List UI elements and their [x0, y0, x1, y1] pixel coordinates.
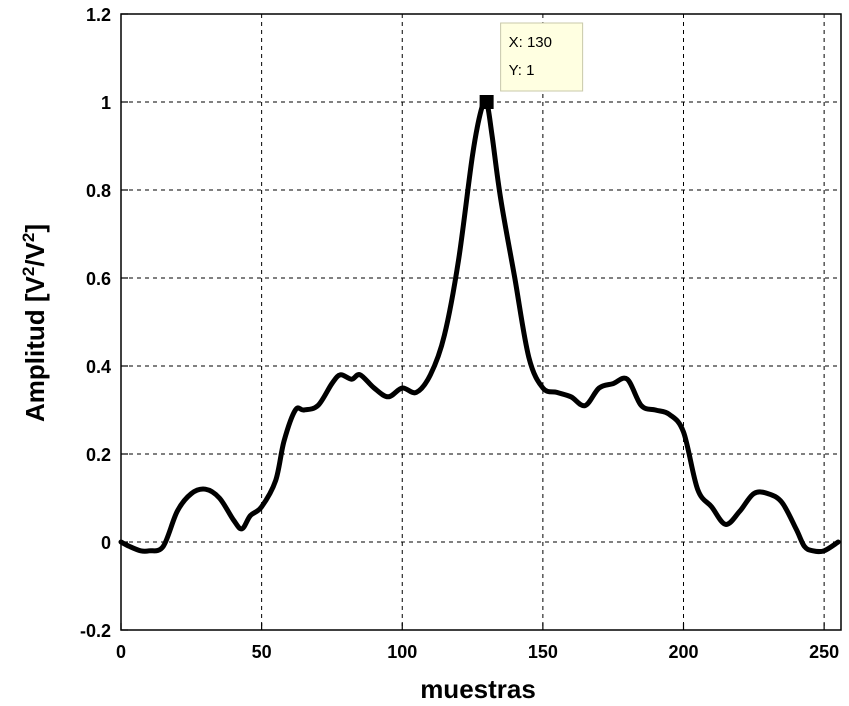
y-tick-label: 0.4: [86, 357, 111, 377]
datatip-box: [500, 22, 584, 92]
tick-labels: 0 50 100 150 200 250-0.200.20.40.60.811.2: [80, 5, 839, 662]
y-tick-label: -0.2: [80, 621, 111, 641]
series-layer: [118, 97, 841, 555]
y-tick-label: 0.6: [86, 269, 111, 289]
y-axis-label-mid: /V: [20, 241, 50, 266]
y-tick-label: 0.8: [86, 181, 111, 201]
y-axis-label-sup2: 2: [19, 233, 38, 242]
datatip-marker[interactable]: [479, 95, 494, 109]
x-tick-label: 0: [116, 642, 126, 662]
y-tick-label: 1: [101, 93, 111, 113]
y-tick-label: 0: [101, 533, 111, 553]
y-tick-label: 1.2: [86, 5, 111, 25]
x-axis-label: muestras: [420, 674, 536, 704]
plot-frame: [120, 13, 842, 631]
x-tick-label: 150: [528, 642, 558, 662]
x-tick-label: 250: [809, 642, 839, 662]
datatip-y-text: Y: 1: [509, 62, 535, 79]
datatip[interactable]: X: 130 Y: 1: [479, 22, 584, 109]
x-tick-label: 100: [387, 642, 417, 662]
y-tick-label: 0.2: [86, 445, 111, 465]
y-axis-label-main: Amplitud [V: [20, 276, 50, 423]
datatip-x-text: X: 130: [509, 34, 552, 51]
y-axis-label: Amplitud [V2/V2]: [19, 224, 50, 422]
y-axis-label-end: ]: [20, 224, 50, 233]
series-line: [118, 97, 841, 555]
x-tick-label: 50: [252, 642, 272, 662]
x-tick-label: 200: [668, 642, 698, 662]
grid-lines: [121, 14, 841, 630]
y-axis-label-sup1: 2: [19, 267, 38, 276]
